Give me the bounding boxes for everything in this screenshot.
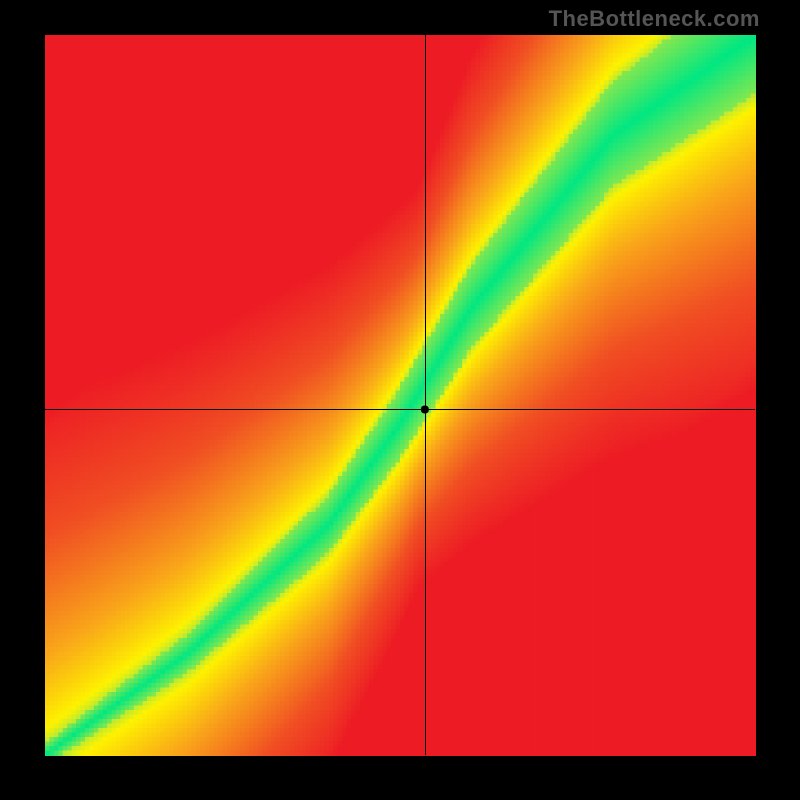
watermark-text: TheBottleneck.com (549, 6, 760, 32)
bottleneck-heatmap (0, 0, 800, 800)
chart-container: { "canvas": { "width": 800, "height": 80… (0, 0, 800, 800)
